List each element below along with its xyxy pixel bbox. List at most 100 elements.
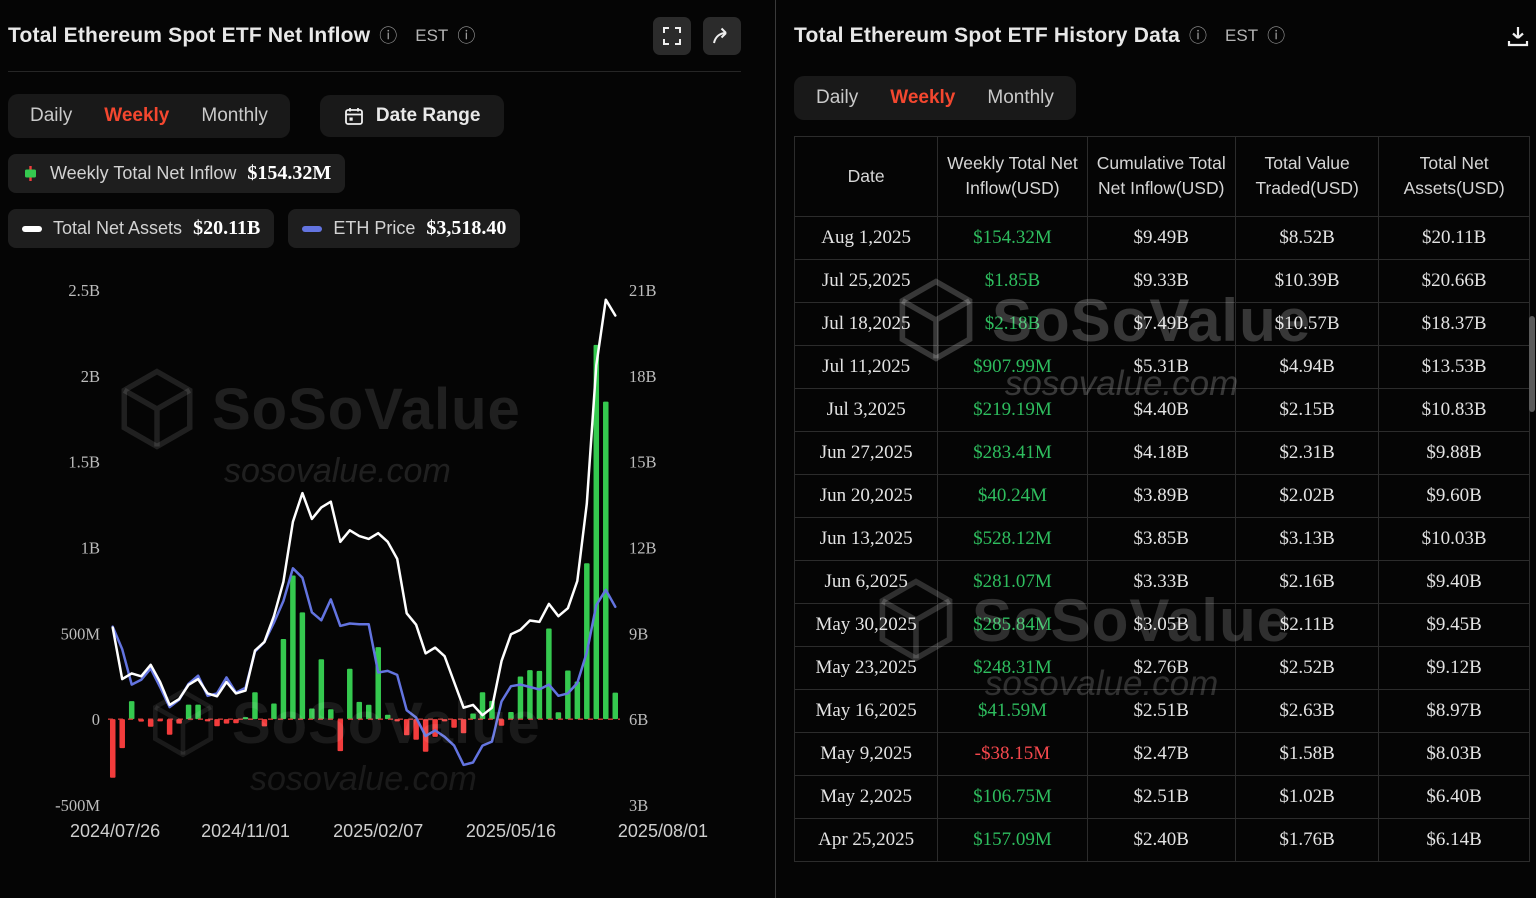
timezone-info-icon[interactable]: ⓘ xyxy=(1267,26,1286,46)
svg-text:1.5B: 1.5B xyxy=(68,453,100,472)
legend-assets[interactable]: Total Net Assets $20.11B xyxy=(8,209,275,248)
table-row: Jun 20,2025 $40.24M $3.89B $2.02B $9.60B xyxy=(793,473,1530,518)
column-header-weekly-inflow: Weekly Total Net Inflow(USD) xyxy=(937,136,1088,217)
cumulative-inflow-cell: $2.76B xyxy=(1086,645,1236,690)
timezone-label: EST xyxy=(415,25,449,45)
date-cell: Jun 27,2025 xyxy=(793,430,939,475)
net-assets-cell: $13.53B xyxy=(1378,344,1530,389)
legend-assets-value: $20.11B xyxy=(193,217,261,239)
date-cell: Jul 11,2025 xyxy=(793,344,939,389)
page-title: Total Ethereum Spot ETF Net Inflow xyxy=(8,23,371,47)
table-row: May 16,2025 $41.59M $2.51B $2.63B $8.97B xyxy=(793,688,1530,733)
table-controls: Daily Weekly Monthly xyxy=(794,76,1530,120)
table-row: Jun 6,2025 $281.07M $3.33B $2.16B $9.40B xyxy=(793,559,1530,604)
table-row: May 23,2025 $248.31M $2.76B $2.52B $9.12B xyxy=(793,645,1530,690)
share-icon xyxy=(713,27,727,43)
fullscreen-button[interactable] xyxy=(653,16,691,55)
value-traded-cell: $2.63B xyxy=(1234,688,1380,733)
svg-text:0: 0 xyxy=(92,710,100,729)
legend-inflow-value: $154.32M xyxy=(247,162,332,184)
weekly-inflow-cell: $248.31M xyxy=(937,645,1088,690)
weekly-inflow-cell: $157.09M xyxy=(937,817,1088,862)
svg-text:2025/05/16: 2025/05/16 xyxy=(466,821,556,841)
table-row: May 9,2025 -$38.15M $2.47B $1.58B $8.03B xyxy=(793,731,1530,776)
weekly-inflow-cell: $907.99M xyxy=(937,344,1088,389)
svg-text:3B: 3B xyxy=(629,796,648,815)
legend-assets-label: Total Net Assets xyxy=(53,218,183,238)
table-row: Jun 27,2025 $283.41M $4.18B $2.31B $9.88B xyxy=(793,430,1530,475)
cumulative-inflow-cell: $9.49B xyxy=(1086,215,1236,260)
value-traded-cell: $1.76B xyxy=(1234,817,1380,862)
value-traded-cell: $1.02B xyxy=(1234,774,1380,819)
svg-text:2024/07/26: 2024/07/26 xyxy=(70,821,160,841)
history-title: Total Ethereum Spot ETF History Data xyxy=(794,24,1181,47)
table-row: Jul 11,2025 $907.99M $5.31B $4.94B $13.53B xyxy=(793,344,1530,389)
cumulative-inflow-cell: $4.40B xyxy=(1086,387,1236,432)
weekly-inflow-cell: $281.07M xyxy=(937,559,1088,604)
legend-eth-price[interactable]: ETH Price $3,518.40 xyxy=(288,209,521,248)
table-row: Jul 3,2025 $219.19M $4.40B $2.15B $10.83B xyxy=(793,387,1530,432)
cumulative-inflow-cell: $3.05B xyxy=(1086,602,1236,647)
cumulative-inflow-cell: $3.33B xyxy=(1086,559,1236,604)
svg-text:12B: 12B xyxy=(629,539,657,558)
download-button[interactable] xyxy=(1506,24,1530,48)
share-button[interactable] xyxy=(703,16,741,55)
svg-text:2B: 2B xyxy=(81,367,100,386)
value-traded-cell: $2.31B xyxy=(1234,430,1380,475)
column-header-net-assets: Total Net Assets(USD) xyxy=(1378,136,1530,217)
tab-weekly[interactable]: Weekly xyxy=(104,105,170,126)
download-icon xyxy=(1507,27,1529,47)
date-cell: May 23,2025 xyxy=(793,645,939,690)
chart-controls: Daily Weekly Monthly Date Range xyxy=(8,94,769,138)
weekly-inflow-cell: $40.24M xyxy=(937,473,1088,518)
net-assets-cell: $18.37B xyxy=(1378,301,1530,346)
tab-weekly[interactable]: Weekly xyxy=(890,87,956,108)
date-range-button[interactable]: Date Range xyxy=(319,95,505,137)
cumulative-inflow-cell: $3.89B xyxy=(1086,473,1236,518)
info-icon[interactable]: ⓘ xyxy=(379,25,398,46)
weekly-inflow-cell: $528.12M xyxy=(937,516,1088,561)
legend-eth-value: $3,518.40 xyxy=(426,217,507,239)
value-traded-cell: $2.11B xyxy=(1234,602,1380,647)
column-header-cumulative-inflow: Cumulative Total Net Inflow(USD) xyxy=(1086,136,1236,217)
table-row: Jun 13,2025 $528.12M $3.85B $3.13B $10.03B xyxy=(793,516,1530,561)
legend-inflow[interactable]: Weekly Total Net Inflow $154.32M xyxy=(8,154,346,193)
value-traded-cell: $2.15B xyxy=(1234,387,1380,432)
svg-text:2024/11/01: 2024/11/01 xyxy=(201,821,290,841)
net-assets-cell: $9.45B xyxy=(1378,602,1530,647)
value-traded-cell: $8.52B xyxy=(1234,215,1380,260)
cumulative-inflow-cell: $9.33B xyxy=(1086,258,1236,303)
column-header-value-traded: Total Value Traded(USD) xyxy=(1234,136,1380,217)
tab-daily[interactable]: Daily xyxy=(816,87,859,108)
tab-monthly[interactable]: Monthly xyxy=(987,87,1054,108)
svg-text:-500M: -500M xyxy=(55,796,100,815)
value-traded-cell: $3.13B xyxy=(1234,516,1380,561)
assets-line-icon xyxy=(22,225,42,232)
svg-text:2.5B: 2.5B xyxy=(68,281,100,300)
legend-row-1: Weekly Total Net Inflow $154.32M xyxy=(8,154,769,193)
chart-area: 2.5B 2B 1.5B 1B 500M 0 -500M 21B 18B 15B 12B 9B 6B 3B… xyxy=(8,254,769,855)
date-cell: Aug 1,2025 xyxy=(793,215,939,260)
timezone-info-icon[interactable]: ⓘ xyxy=(457,25,476,46)
net-assets-cell: $10.83B xyxy=(1378,387,1530,432)
weekly-inflow-cell: $1.85B xyxy=(937,258,1088,303)
fullscreen-icon xyxy=(663,26,681,45)
date-cell: Jun 13,2025 xyxy=(793,516,939,561)
cumulative-inflow-cell: $4.18B xyxy=(1086,430,1236,475)
inflow-chart[interactable]: 2.5B 2B 1.5B 1B 500M 0 -500M 21B 18B 15B 12B 9B 6B 3B… xyxy=(8,254,756,850)
info-icon[interactable]: ⓘ xyxy=(1189,26,1208,46)
net-assets-cell: $10.03B xyxy=(1378,516,1530,561)
svg-text:21B: 21B xyxy=(629,281,657,300)
scrollbar-thumb[interactable] xyxy=(1529,316,1535,412)
table-row: Jul 25,2025 $1.85B $9.33B $10.39B $20.66B xyxy=(793,258,1530,303)
period-tabs: Daily Weekly Monthly xyxy=(8,94,290,138)
legend-row-2: Total Net Assets $20.11B ETH Price $3,51… xyxy=(8,209,769,248)
svg-text:2025/02/07: 2025/02/07 xyxy=(333,821,423,841)
cumulative-inflow-cell: $7.49B xyxy=(1086,301,1236,346)
tab-monthly[interactable]: Monthly xyxy=(201,105,268,126)
left-panel-header: Total Ethereum Spot ETF Net Inflow ⓘ EST… xyxy=(8,0,741,72)
date-cell: Jul 18,2025 xyxy=(793,301,939,346)
tab-daily[interactable]: Daily xyxy=(30,105,73,126)
weekly-inflow-cell: $154.32M xyxy=(937,215,1088,260)
